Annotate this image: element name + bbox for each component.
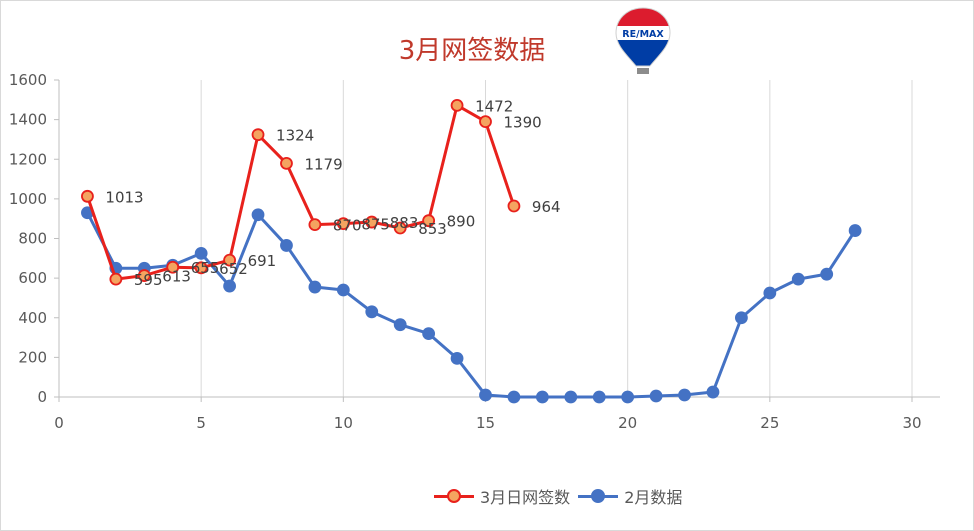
x-tick-label: 15 xyxy=(476,414,495,432)
chart-title: 3月网签数据 xyxy=(398,36,546,66)
x-tick-label: 10 xyxy=(334,414,353,432)
data-point-february xyxy=(194,246,208,260)
y-tick-label: 1000 xyxy=(9,190,47,208)
legend-item-march: 3月日网签数 xyxy=(434,484,570,508)
data-point-february xyxy=(507,390,521,404)
data-point-february xyxy=(393,318,407,332)
data-point-march xyxy=(308,218,322,232)
y-tick-label: 1400 xyxy=(9,111,47,129)
data-label-march: 964 xyxy=(532,198,561,216)
data-point-february xyxy=(791,272,805,286)
legend-swatch-february xyxy=(578,488,619,504)
y-tick-label: 600 xyxy=(18,269,47,287)
data-point-february xyxy=(820,267,834,281)
data-point-march xyxy=(137,269,151,282)
data-point-february xyxy=(848,224,862,237)
data-point-march xyxy=(251,128,265,142)
data-point-march xyxy=(336,217,350,231)
y-tick-label: 200 xyxy=(18,348,47,366)
data-label-march: 1324 xyxy=(276,127,314,145)
data-point-march xyxy=(194,261,208,275)
data-point-march xyxy=(81,189,94,203)
x-tick-label: 0 xyxy=(54,414,64,432)
data-point-march xyxy=(223,253,237,267)
data-label-march: 883 xyxy=(390,214,419,232)
data-label-march: 1013 xyxy=(105,188,143,206)
data-point-february xyxy=(251,208,265,222)
data-point-march xyxy=(479,115,492,129)
data-point-march xyxy=(422,214,436,228)
data-label-march: 1179 xyxy=(304,155,342,173)
data-point-february xyxy=(535,390,549,404)
data-label-march: 875 xyxy=(361,216,390,234)
data-point-february xyxy=(450,351,464,365)
data-label-march: 655 xyxy=(191,259,220,277)
logo-text: RE/MAX xyxy=(622,29,664,40)
data-label-march: 890 xyxy=(447,213,476,231)
x-tick-label: 30 xyxy=(902,414,921,432)
legend-label-february: 2月数据 xyxy=(624,488,683,507)
x-tick-label: 5 xyxy=(196,414,206,432)
data-label-march: 691 xyxy=(248,252,277,270)
data-point-february xyxy=(621,390,635,404)
data-point-march xyxy=(365,215,379,229)
legend-label-march: 3月日网签数 xyxy=(480,488,571,507)
data-point-february xyxy=(564,390,578,404)
data-point-march xyxy=(280,157,293,170)
data-point-february xyxy=(422,327,436,341)
data-point-february xyxy=(592,390,606,404)
y-tick-label: 0 xyxy=(37,388,47,406)
legend-item-february: 2月数据 xyxy=(578,484,682,508)
x-tick-label: 25 xyxy=(760,414,779,432)
y-tick-label: 800 xyxy=(18,230,47,248)
data-point-february xyxy=(280,239,293,252)
data-point-february xyxy=(735,311,748,325)
series-line-march xyxy=(86,103,516,281)
data-point-february xyxy=(365,305,379,319)
data-point-february xyxy=(649,389,663,403)
legend-swatch-march xyxy=(434,488,474,504)
x-tick-label: 20 xyxy=(618,414,637,432)
y-tick-label: 1600 xyxy=(9,71,47,89)
data-label-march: 1472 xyxy=(475,97,513,115)
data-point-march xyxy=(393,221,407,235)
data-point-march xyxy=(507,199,521,213)
data-point-february xyxy=(763,286,777,300)
data-point-march xyxy=(166,260,180,274)
data-point-march xyxy=(450,98,464,112)
data-point-february xyxy=(678,388,691,402)
data-label-march: 1390 xyxy=(504,114,542,132)
data-point-february xyxy=(479,388,492,402)
data-point-march xyxy=(109,272,123,286)
data-label-march: 613 xyxy=(162,268,191,286)
remax-balloon-logo: RE/MAX xyxy=(615,7,671,74)
data-label-march: 870 xyxy=(333,217,362,235)
series-line-february xyxy=(86,212,857,399)
data-point-february xyxy=(336,283,350,297)
y-tick-label: 400 xyxy=(18,309,47,327)
data-label-march: 595 xyxy=(134,271,163,289)
chart-legend: 3月日网签数 2月数据 xyxy=(434,484,690,508)
data-point-february xyxy=(308,280,322,294)
data-point-february xyxy=(223,279,237,293)
data-label-march: 853 xyxy=(418,220,447,238)
data-point-february xyxy=(706,385,720,399)
data-label-march: 652 xyxy=(219,260,248,278)
y-tick-label: 1200 xyxy=(9,150,47,168)
